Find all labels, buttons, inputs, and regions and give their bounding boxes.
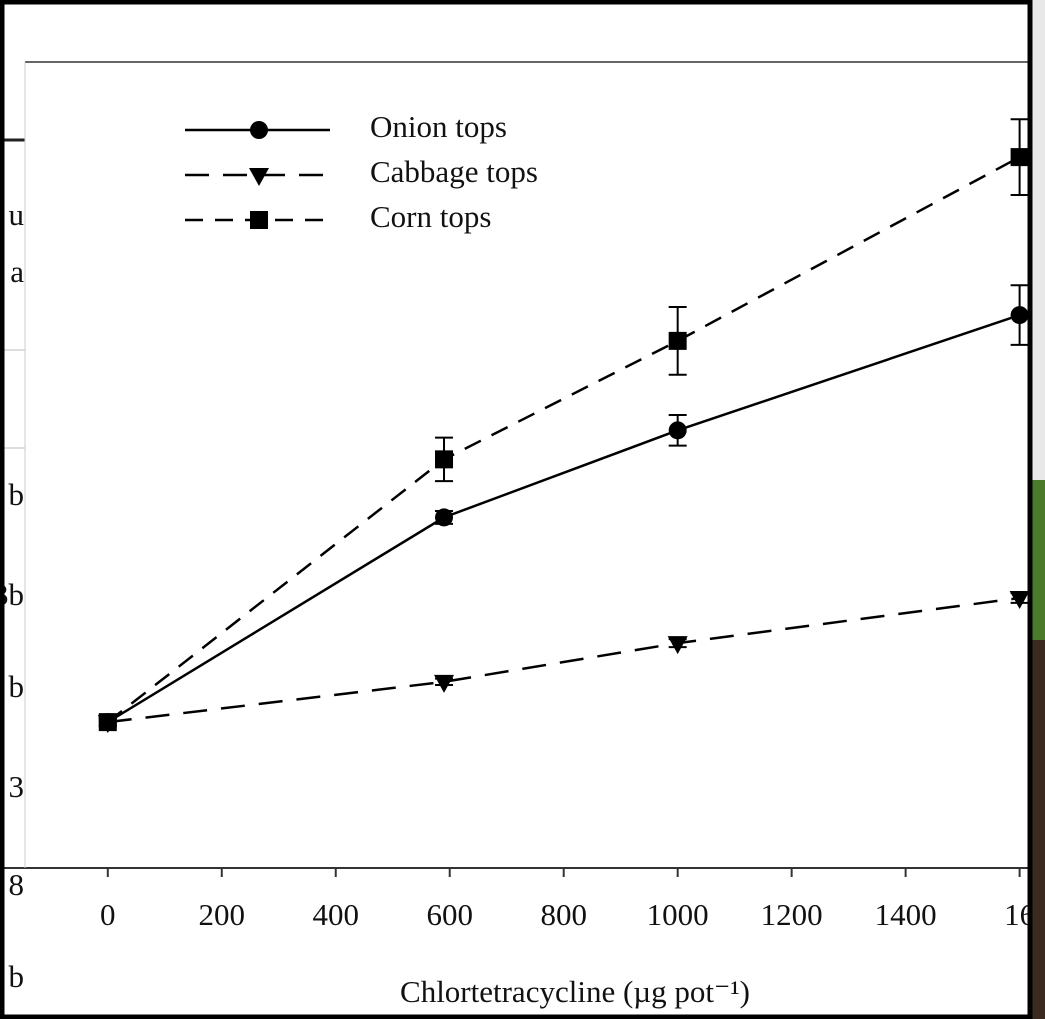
x-tick-label: 0	[100, 897, 116, 932]
marker	[668, 421, 687, 440]
x-tick-label: 600	[426, 897, 473, 932]
legend-label: Cabbage tops	[370, 154, 538, 189]
side-strip	[1030, 640, 1045, 1019]
series-line	[107, 313, 1020, 724]
series-line	[107, 596, 1020, 724]
marker	[435, 450, 454, 469]
marker	[668, 331, 687, 350]
x-axis-title: Chlortetracycline (µg pot⁻¹)	[400, 974, 750, 1009]
margin-fragment: b	[9, 477, 25, 512]
marker	[1010, 306, 1029, 325]
x-tick-label: 400	[312, 897, 359, 932]
legend-marker	[250, 211, 268, 229]
x-tick-label: 1200	[761, 897, 823, 932]
x-tick-label: 16	[1004, 897, 1035, 932]
marker	[434, 674, 455, 693]
series-line	[107, 156, 1021, 724]
margin-fragment: u	[9, 197, 25, 232]
side-strip	[1030, 480, 1045, 640]
legend-marker	[250, 121, 268, 139]
legend-label: Corn tops	[370, 199, 491, 234]
x-tick-label: 800	[540, 897, 587, 932]
x-tick-label: 1000	[647, 897, 709, 932]
margin-fragment: a	[10, 254, 24, 289]
legend-label: Onion tops	[370, 109, 507, 144]
x-tick-label: 200	[199, 897, 246, 932]
margin-fragment: b	[9, 959, 25, 994]
x-tick-label: 1400	[875, 897, 937, 932]
marker	[667, 636, 688, 655]
marker	[1009, 590, 1030, 609]
legend-marker	[249, 168, 269, 186]
margin-fragment: 8	[9, 867, 25, 902]
marker	[98, 713, 117, 732]
marker	[435, 508, 454, 527]
margin-fragment: b	[9, 669, 25, 704]
side-strip	[1030, 0, 1045, 480]
margin-fragment: 3	[9, 769, 25, 804]
marker	[1010, 148, 1029, 167]
